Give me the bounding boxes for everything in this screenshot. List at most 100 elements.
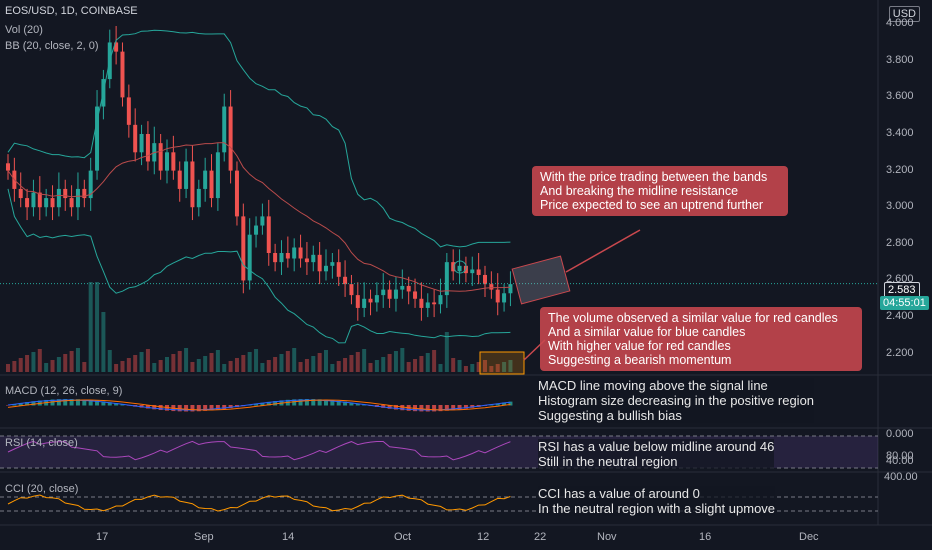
macd-histogram-bar [457, 405, 462, 410]
volume-bar [171, 354, 176, 372]
macd-histogram-bar [343, 401, 348, 406]
candle-body [82, 188, 87, 199]
macd-histogram-bar [6, 405, 10, 406]
volume-bar [438, 364, 443, 372]
volume-bar [114, 364, 119, 372]
time-tick-label: Nov [597, 531, 617, 543]
macd-histogram-bar [311, 399, 316, 406]
macd-histogram-bar [203, 405, 208, 411]
volume-bar [203, 356, 208, 372]
rsi-title[interactable]: RSI (14, close) [5, 437, 78, 449]
macd-histogram-bar [145, 405, 150, 409]
macd-histogram-bar [184, 405, 189, 412]
macd-histogram-bar [266, 401, 271, 406]
currency-button[interactable]: USD [888, 6, 920, 22]
macd-histogram-bar [324, 399, 328, 406]
volume-bar [145, 349, 150, 372]
candle-body [31, 192, 36, 208]
candle-body [114, 42, 119, 52]
volume-bar [126, 358, 131, 372]
candle-body [145, 134, 150, 162]
macd-histogram-bar [18, 403, 23, 406]
macd-histogram-bar [114, 403, 119, 406]
candle-body [126, 97, 131, 125]
price-tick-label: 2.400 [886, 310, 914, 323]
macd-histogram-bar [56, 399, 61, 406]
price-tick-label: 3.400 [886, 127, 914, 139]
candle-body [444, 262, 449, 296]
volume-highlight-box [479, 351, 525, 375]
volume-bar [292, 348, 297, 372]
volume-bar [349, 355, 354, 372]
time-tick-label: Dec [799, 531, 819, 543]
candle-body [387, 289, 392, 299]
price-tick-label: 4.000 [886, 17, 914, 30]
volume-bar [190, 362, 195, 372]
macd-histogram-bar [152, 405, 157, 410]
candle-body [158, 143, 163, 171]
candle-body [88, 170, 93, 199]
candle-body [190, 161, 195, 208]
time-tick-label: Oct [394, 531, 412, 543]
candle-body [432, 302, 437, 305]
macd-histogram-bar [158, 405, 163, 411]
volume-bar [362, 349, 367, 372]
cci-annotation-line: In the neutral region with a slight upmo… [538, 501, 776, 516]
volume-indicator-title[interactable]: Vol (20) [5, 24, 43, 36]
macd-histogram-bar [425, 405, 430, 412]
macd-histogram-bar [25, 402, 30, 406]
volume-bar [343, 358, 348, 372]
cci-tick: 400.00 [884, 471, 918, 483]
macd-histogram-bar [292, 399, 297, 406]
candle-body [483, 274, 487, 285]
bollinger-basis [7, 142, 511, 292]
volume-bar [107, 350, 112, 372]
volume-bar [463, 366, 468, 372]
macd-histogram-bar [495, 403, 500, 406]
macd-annotation[interactable]: MACD line moving above the signal line H… [538, 378, 815, 423]
candle-body [336, 262, 341, 277]
macd-histogram-bar [349, 402, 354, 406]
price-annotation[interactable]: With the price trading between the bands… [532, 166, 788, 216]
time-tick-label: 12 [477, 531, 490, 543]
macd-histogram-bar [95, 400, 100, 406]
candle-body [133, 124, 138, 153]
cci-title[interactable]: CCI (20, close) [5, 483, 79, 495]
volume-annotation[interactable]: The volume observed a similar value for … [540, 307, 862, 371]
rsi-annotation[interactable]: RSI has a value below midline around 46 … [538, 439, 775, 469]
macd-histogram-bar [177, 405, 182, 412]
volume-annotation-line: Suggesting a bearish momentum [548, 353, 732, 367]
volume-bar [330, 364, 335, 372]
symbol-title[interactable]: EOS/USD, 1D, COINBASE [5, 5, 138, 17]
last-price-label: 2.583 [884, 282, 920, 298]
volume-bar [393, 351, 398, 372]
macd-signal-line [7, 399, 511, 411]
candle-body [279, 253, 284, 263]
macd-histogram-bar [400, 405, 405, 411]
time-tick-label: Sep [194, 531, 214, 543]
cci-annotation[interactable]: CCI has a value of around 0 In the neutr… [538, 486, 776, 516]
macd-histogram-bar [463, 405, 468, 409]
candle-body [171, 152, 176, 171]
volume-bar [387, 354, 392, 372]
macd-histogram-bar [215, 405, 220, 410]
volume-bar [241, 355, 246, 372]
candle-body [266, 216, 271, 253]
price-annotation-line: With the price trading between the bands [540, 170, 768, 184]
rsi-tick-40: 40.00 [886, 455, 914, 467]
volume-bar [495, 364, 500, 372]
volume-bar [44, 363, 49, 372]
macd-histogram-bar [50, 399, 55, 406]
macd-annotation-line: Suggesting a bullish bias [538, 408, 682, 423]
volume-bar [63, 354, 68, 372]
bollinger-indicator-title[interactable]: BB (20, close, 2, 0) [5, 40, 99, 52]
candle-body [457, 265, 462, 272]
macd-histogram-bar [82, 399, 87, 406]
candle-body [254, 225, 259, 235]
macd-title[interactable]: MACD (12, 26, close, 9) [5, 385, 123, 397]
macd-histogram-bar [12, 404, 17, 406]
projection-rectangle [511, 255, 571, 305]
price-tick-label: 3.600 [886, 90, 914, 103]
price-annotation-line: And breaking the midline resistance [540, 184, 739, 198]
